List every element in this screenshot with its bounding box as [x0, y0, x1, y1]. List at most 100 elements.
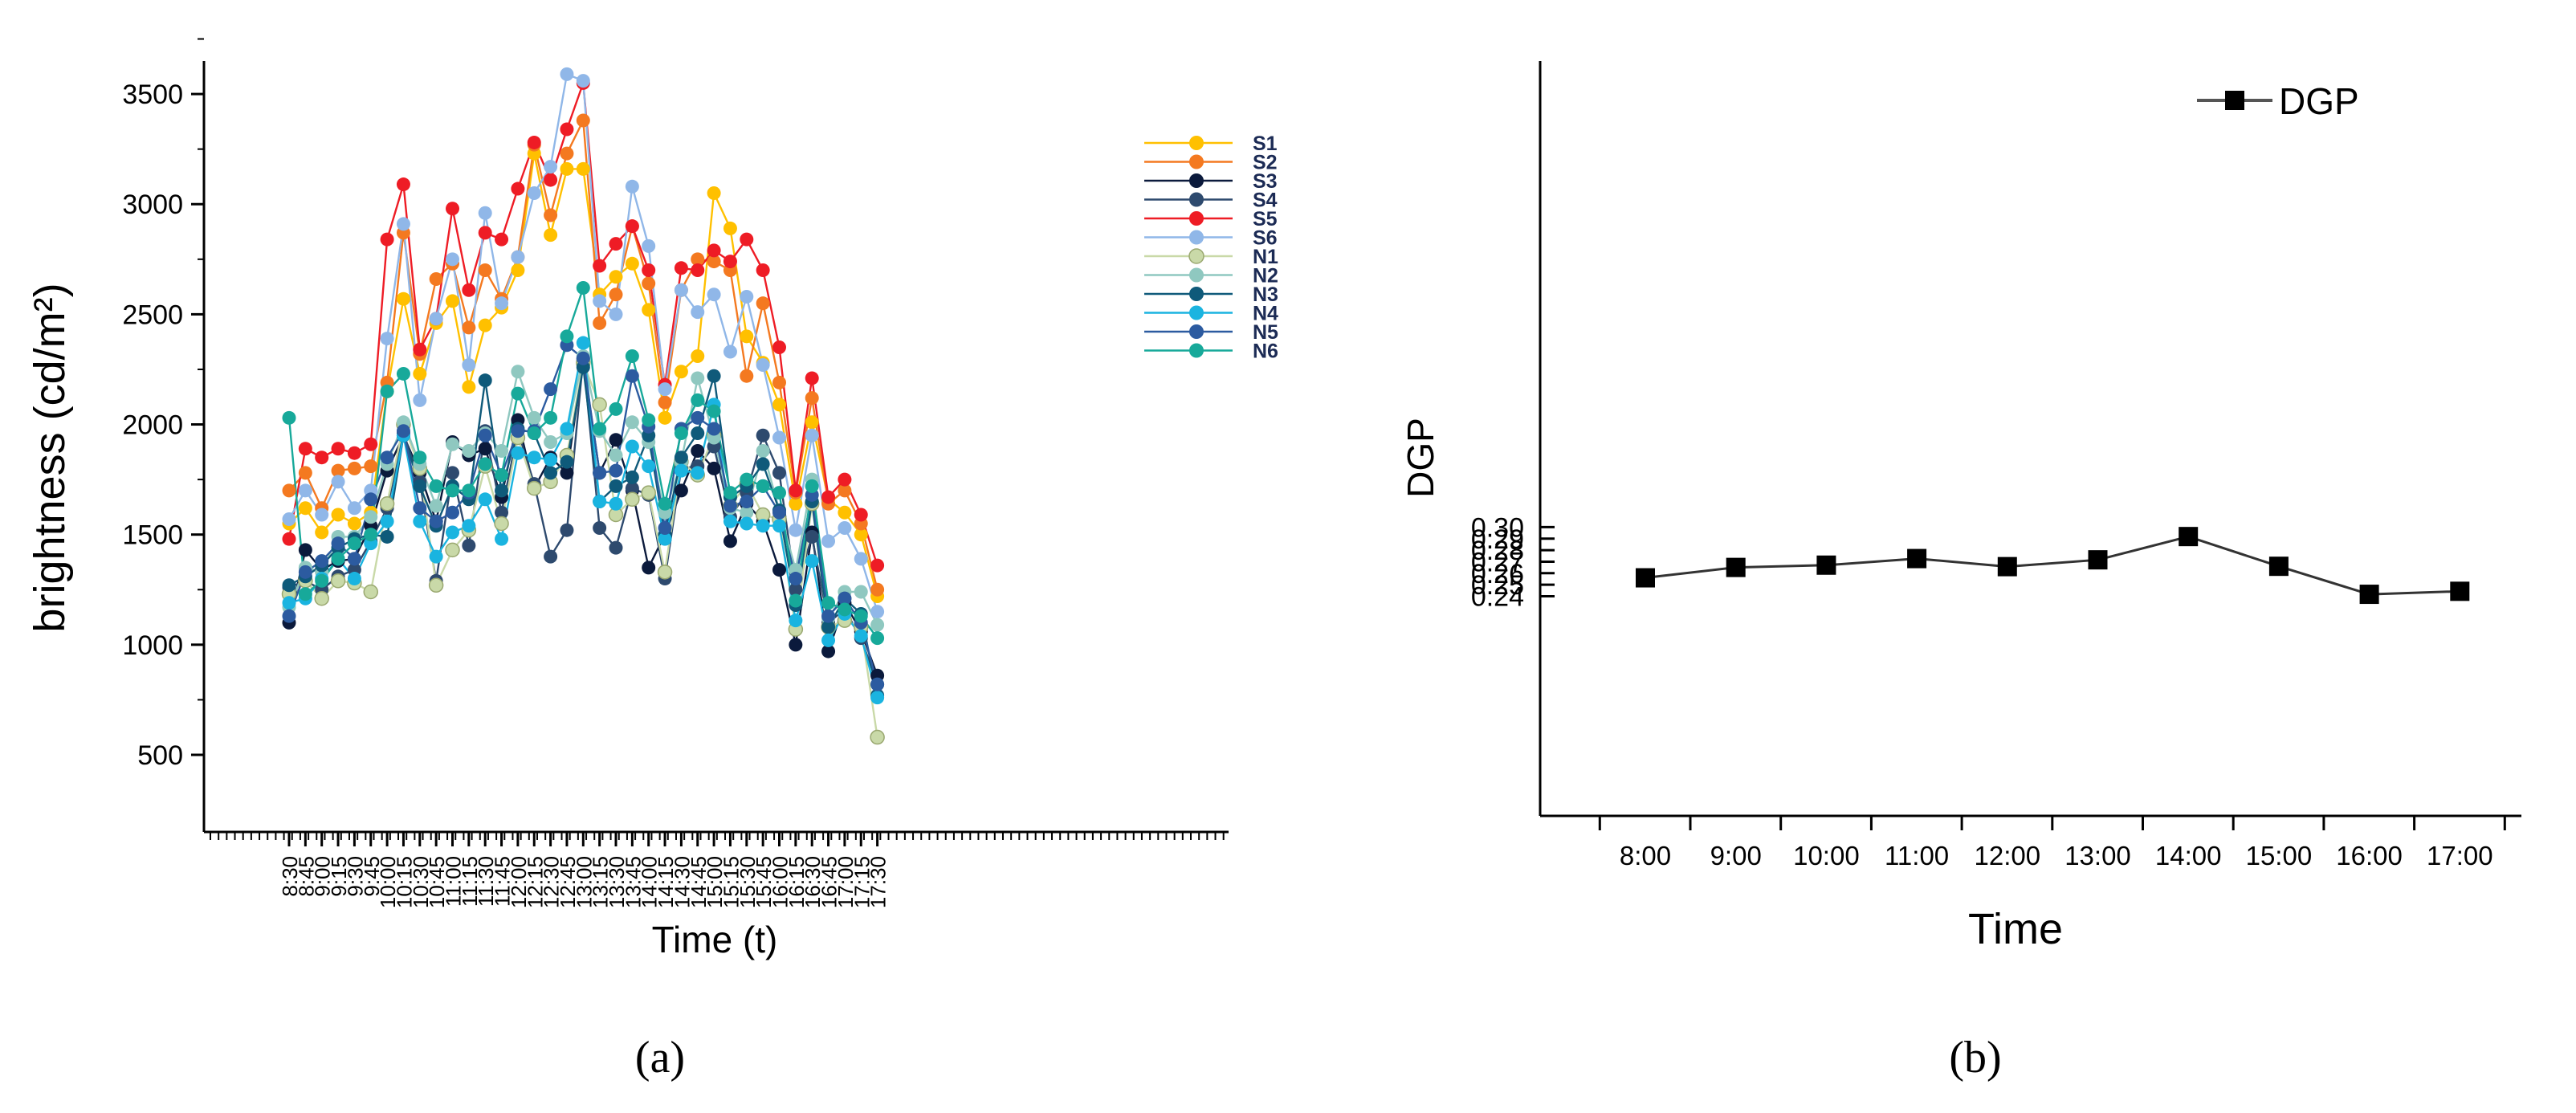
data-point-n2	[462, 443, 476, 458]
data-point-n1	[870, 729, 885, 745]
brightness-minor-ticks	[210, 832, 1225, 840]
data-point-n1	[641, 485, 656, 500]
data-point-s2	[331, 463, 345, 478]
data-point-n5	[609, 463, 623, 478]
data-point-n2	[511, 365, 525, 379]
brightness-x-tick-label: 10:15	[392, 856, 416, 908]
data-point-n4	[723, 514, 737, 528]
data-point-s1	[544, 228, 558, 243]
data-point-n5	[413, 501, 427, 516]
data-point-n6	[658, 496, 672, 511]
brightness-x-tick-label: 11:45	[491, 856, 515, 907]
data-point-s1	[723, 221, 737, 235]
data-point-n1	[428, 577, 444, 593]
data-point-s5	[789, 483, 803, 498]
data-point-s6	[478, 206, 492, 220]
data-point-s6	[593, 294, 607, 308]
data-point-n6	[691, 393, 705, 407]
data-point-n6	[544, 410, 558, 425]
data-point-n2	[429, 499, 443, 513]
data-point-s2	[642, 276, 656, 291]
data-point-s6	[429, 312, 443, 326]
data-point-s1	[560, 161, 574, 176]
data-point-s2	[838, 483, 852, 498]
data-point-n6	[331, 552, 345, 566]
legend-marker-n2	[1189, 267, 1204, 283]
data-point-n2	[364, 510, 378, 524]
data-point-n6	[625, 349, 639, 364]
data-point-n3	[282, 578, 296, 593]
data-point-n4	[282, 596, 296, 610]
data-point-s5	[756, 263, 770, 278]
brightness-x-tick-label: 10:00	[376, 856, 400, 908]
dgp-x-tick-label: 12:00	[1975, 841, 2041, 870]
data-point-s4	[789, 582, 803, 597]
data-point-n6	[347, 536, 361, 551]
data-point-n4	[821, 633, 836, 647]
brightness-x-tick-label: 11:00	[442, 856, 466, 907]
data-point-s1	[789, 496, 803, 511]
series-line-s4	[288, 357, 878, 685]
legend-label-s2: S2	[1253, 152, 1278, 174]
data-point-s5	[707, 243, 721, 258]
data-point-s6	[315, 508, 329, 522]
data-point-s6	[331, 475, 345, 489]
data-point-s5	[593, 259, 607, 273]
brightness-x-tick-label: 13:30	[605, 856, 629, 908]
dgp-y-tick-label: 0.30	[1471, 512, 1524, 543]
data-point-n6	[789, 593, 803, 608]
data-point-n5	[380, 450, 394, 465]
legend-marker-s5	[1189, 211, 1204, 226]
data-point-n3	[544, 466, 558, 480]
legend-marker-dgp	[2225, 91, 2244, 110]
dgp-series-line	[1645, 535, 2460, 596]
dgp-x-tick-label: 11:00	[1885, 841, 1949, 870]
data-point-n5	[396, 424, 410, 438]
panel-b-label: (b)	[1949, 1033, 2001, 1082]
brightness-chart: 5001000150020002500300035004000 8:308:45…	[26, 38, 1278, 1082]
legend-marker-n3	[1189, 287, 1204, 301]
data-point-s4	[560, 523, 574, 537]
data-point-n6	[380, 384, 394, 398]
data-point-n3	[495, 483, 509, 498]
data-point-n6	[396, 366, 410, 381]
data-point-n5	[707, 422, 721, 436]
data-point-s6	[527, 186, 541, 201]
data-point-s5	[298, 442, 312, 456]
dgp-x-tick-label: 9:00	[1710, 841, 1762, 870]
data-point-s1	[446, 294, 459, 308]
data-point-s1	[854, 528, 868, 542]
data-point-n4	[511, 446, 525, 460]
data-point-n6	[282, 410, 296, 425]
brightness-y-tick-label: 2000	[122, 410, 183, 441]
data-point-s4	[544, 549, 558, 564]
legend-label-dgp: DGP	[2279, 80, 2359, 122]
brightness-x-tick-label: 12:15	[523, 856, 547, 908]
data-point-s1	[838, 505, 852, 520]
dgp-y-tick-label: 0.25	[1471, 570, 1524, 601]
data-point-n6	[527, 426, 541, 441]
data-point-s4	[625, 481, 639, 495]
data-point-s6	[707, 287, 721, 302]
data-point-s6	[544, 160, 558, 174]
data-point-s2	[609, 287, 623, 302]
dgp-y-tick-label: 0.26	[1471, 559, 1524, 589]
data-point-s5	[625, 219, 639, 234]
data-point-s6	[462, 357, 476, 372]
dgp-legend: DGP	[2197, 80, 2359, 122]
data-point-n1	[494, 516, 509, 532]
data-point-s5	[821, 490, 836, 504]
data-point-n5	[478, 428, 492, 442]
data-point-s4	[446, 466, 459, 480]
data-point-s2	[805, 391, 819, 406]
data-point-n6	[576, 280, 590, 295]
data-point-s5	[723, 255, 737, 269]
data-point-n6	[560, 329, 574, 344]
data-point-dgp	[2359, 585, 2379, 605]
data-point-s6	[838, 520, 852, 535]
data-point-s5	[282, 532, 296, 546]
data-point-s1	[511, 263, 525, 278]
brightness-x-tick-label: 16:00	[768, 856, 793, 908]
data-point-n4	[756, 519, 770, 533]
data-point-n6	[707, 404, 721, 418]
